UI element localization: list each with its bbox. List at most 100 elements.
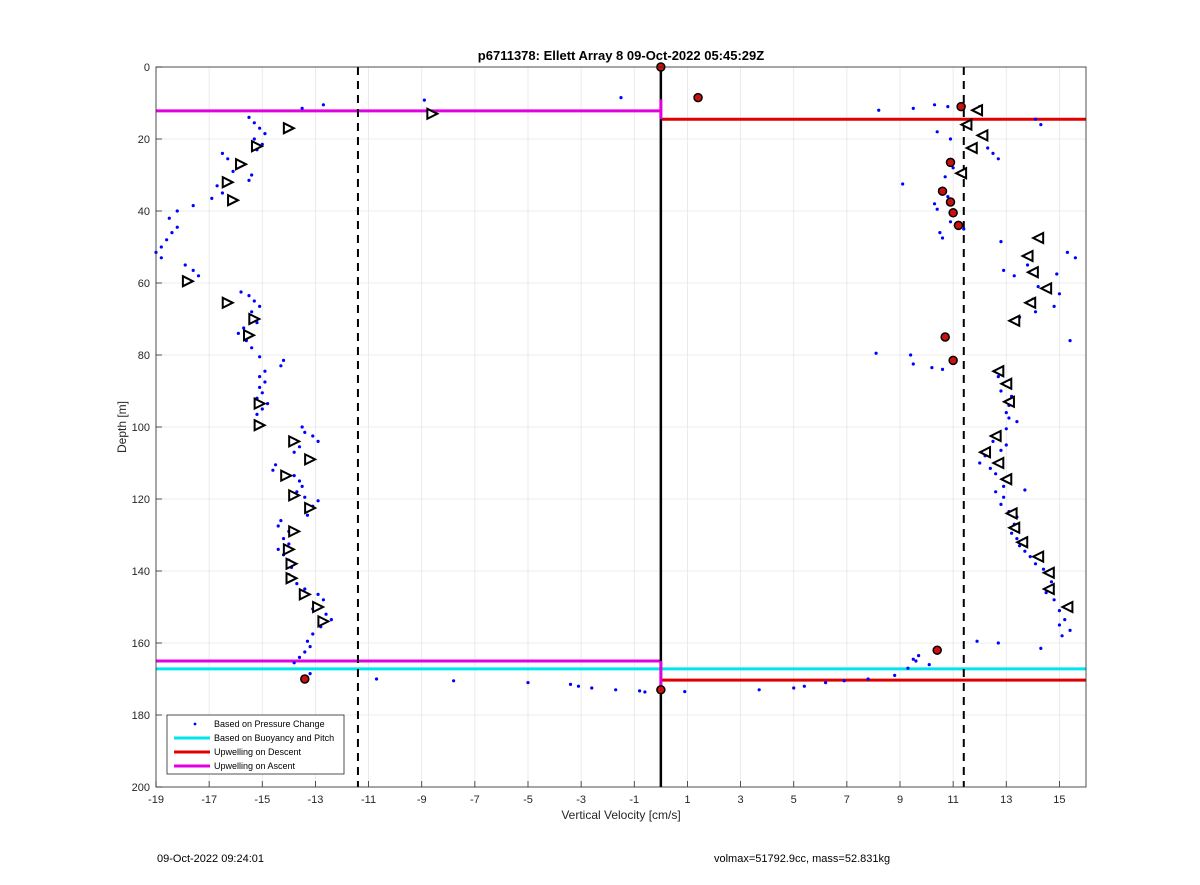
- filled-marker: [932, 645, 942, 655]
- pressure-point: [226, 157, 230, 161]
- ascent-marker: [253, 418, 267, 432]
- ascent-marker: [221, 296, 235, 310]
- legend: Based on Pressure Change Based on Buoyan…: [166, 714, 345, 775]
- plot-frame: [155, 66, 1087, 788]
- descent-marker: [991, 456, 1005, 470]
- pressure-point: [273, 463, 278, 467]
- pressure-point: [452, 679, 456, 683]
- chart-title: p6711378: Ellett Array 8 09-Oct-2022 05:…: [478, 48, 764, 63]
- pressure-point: [917, 654, 921, 658]
- pressure-point: [999, 389, 1003, 393]
- descent-marker: [964, 141, 978, 155]
- pressure-point: [893, 673, 897, 678]
- descent-marker: [988, 429, 1002, 443]
- pressure-point: [281, 358, 286, 362]
- pressure-point: [303, 587, 307, 591]
- x-tick-label: -5: [523, 794, 533, 806]
- pressure-point: [321, 103, 325, 107]
- pressure-point: [999, 502, 1003, 506]
- pressure-point: [220, 151, 225, 155]
- ascent-marker: [181, 274, 196, 288]
- pressure-point: [975, 639, 979, 643]
- pressure-point: [191, 204, 195, 208]
- pressure-point: [422, 98, 426, 102]
- filled-marker: [948, 355, 958, 366]
- descent-marker: [1038, 281, 1053, 296]
- pressure-point: [175, 209, 179, 213]
- pressure-point: [252, 137, 256, 141]
- pressure-point: [250, 310, 254, 314]
- pressure-point: [842, 679, 846, 683]
- pressure-point: [252, 299, 256, 303]
- pressure-point: [297, 445, 302, 449]
- pressure-point: [303, 650, 307, 654]
- pressure-point: [316, 592, 320, 597]
- pressure-point: [986, 146, 990, 150]
- descent-marker: [1060, 600, 1074, 614]
- x-tick-label: -3: [576, 794, 586, 806]
- descent-marker: [1001, 395, 1015, 409]
- x-tick-label: 5: [791, 794, 797, 806]
- pressure-point: [215, 184, 219, 188]
- volmax-mass-footer: volmax=51792.9cc, mass=52.831kg: [714, 853, 891, 865]
- y-tick-label: 140: [132, 566, 150, 578]
- ascent-marker: [248, 312, 262, 326]
- pressure-point: [183, 263, 187, 267]
- pressure-point: [175, 225, 179, 229]
- descent-marker: [1007, 314, 1021, 328]
- pressure-point: [252, 121, 256, 125]
- filled-marker: [948, 208, 958, 218]
- pressure-point: [1004, 411, 1008, 415]
- pressure-point: [1002, 495, 1006, 499]
- pressure-point: [292, 661, 296, 665]
- pressure-point: [938, 231, 942, 235]
- pressure-point: [324, 612, 328, 616]
- filled-marker: [940, 332, 950, 342]
- pressure-point: [935, 207, 939, 211]
- pressure-point: [590, 686, 594, 690]
- pressure-point: [231, 169, 235, 173]
- pressure-point: [247, 178, 251, 182]
- pressure-point: [940, 236, 945, 240]
- pressure-point: [1033, 117, 1038, 121]
- ascent-marker: [298, 587, 313, 602]
- ascent-marker: [221, 175, 235, 189]
- pressure-point: [1039, 123, 1043, 127]
- pressure-point: [281, 537, 286, 541]
- pressure-point: [295, 490, 299, 494]
- pressure-point: [948, 220, 953, 224]
- pressure-point: [276, 524, 280, 528]
- pressure-point: [999, 240, 1003, 244]
- ascent-marker: [304, 501, 318, 515]
- pressure-point: [1012, 274, 1016, 278]
- pressure-point: [303, 495, 307, 499]
- pressure-point: [258, 126, 262, 130]
- pressure-point: [258, 375, 262, 379]
- x-tick-label: -19: [148, 794, 164, 806]
- x-axis-label: Vertical Velocity [cm/s]: [561, 808, 680, 822]
- pressure-point: [308, 645, 312, 649]
- pressure-point: [191, 268, 195, 272]
- pressure-point: [305, 639, 310, 643]
- ascent-marker: [243, 328, 257, 342]
- descent-marker: [959, 117, 973, 132]
- pressure-point: [996, 641, 1000, 645]
- x-tick-labels: -19 -17 -15 -13 -11 -9 -7 -5 -3 -1 1 3 5 7 9 11 13 15: [148, 794, 1066, 806]
- x-tick-label: 9: [897, 794, 903, 806]
- legend-marker-pressure: [193, 722, 197, 726]
- ascent-marker: [304, 452, 318, 467]
- y-tick-label: 200: [132, 782, 150, 794]
- pressure-point: [297, 479, 302, 483]
- pressure-point: [978, 461, 982, 465]
- legend-label-descent: Upwelling on Descent: [214, 747, 302, 757]
- pressure-point: [255, 412, 259, 416]
- legend-label-ascent: Upwelling on Ascent: [214, 761, 296, 771]
- filled-marker: [656, 685, 666, 695]
- ascent-marker: [235, 157, 249, 171]
- pressure-point: [279, 519, 283, 523]
- x-tick-label: -7: [470, 794, 480, 806]
- pressure-point: [914, 659, 918, 663]
- pressure-point: [1068, 339, 1072, 343]
- pressure-point: [1065, 250, 1069, 254]
- ascent-marker: [288, 524, 302, 539]
